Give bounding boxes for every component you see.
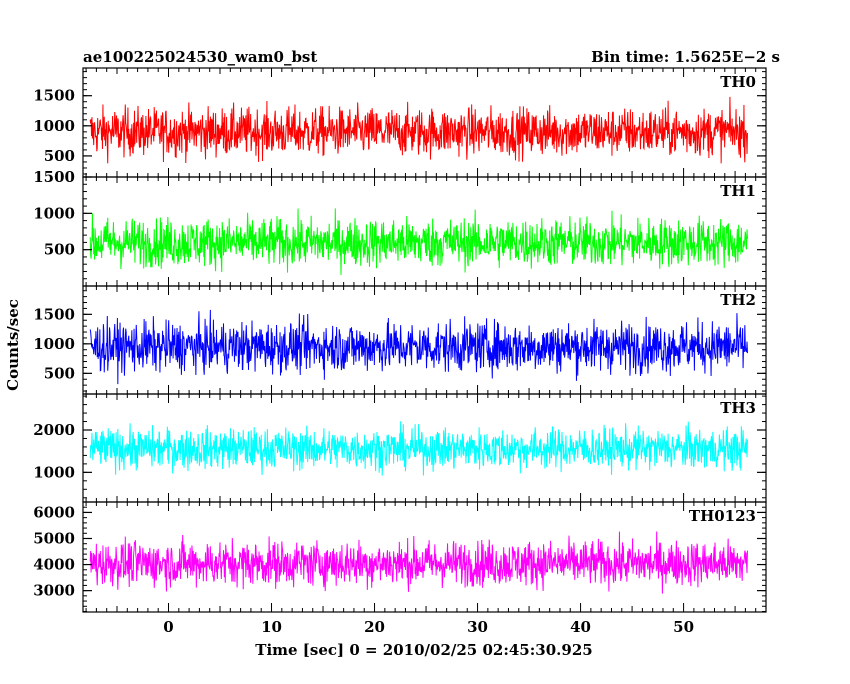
- y-tick-label: 1500: [33, 87, 75, 105]
- x-tick-label: 10: [261, 618, 282, 636]
- y-tick-label: 1000: [33, 335, 75, 353]
- y-tick-label: 500: [44, 241, 75, 259]
- y-tick-label: 3000: [33, 582, 75, 600]
- y-tick-label: 4000: [33, 556, 75, 574]
- y-axis-label: Counts/sec: [4, 299, 22, 391]
- panel-frame: [82, 501, 767, 613]
- y-tick-label: 1000: [33, 204, 75, 222]
- panel-th3: 1000 2000 TH3: [33, 393, 767, 503]
- x-axis-label: Time [sec] 0 = 2010/02/25 02:45:30.925: [255, 641, 592, 659]
- y-tick-label: 1500: [33, 305, 75, 323]
- y-tick-label: 500: [44, 147, 75, 165]
- y-tick-label: 1500: [33, 168, 75, 186]
- x-tick-label: 30: [467, 618, 488, 636]
- panel-label: TH1: [720, 182, 756, 200]
- panels: 500 1000 1500 TH0 500 1000 1500 TH1 500 1000 1500 T…: [33, 67, 767, 613]
- y-tick-label: 6000: [33, 503, 75, 521]
- series-th1: [89, 208, 748, 275]
- x-tick-label: 20: [364, 618, 385, 636]
- panel-th2: 500 1000 1500 TH2: [33, 285, 767, 395]
- series-th2: [89, 309, 748, 385]
- y-tick-label: 1000: [33, 117, 75, 135]
- panel-label: TH0: [720, 73, 756, 91]
- panel-label: TH3: [720, 399, 756, 417]
- y-tick-label: 1000: [33, 463, 75, 481]
- panel-label: TH0123: [689, 507, 756, 525]
- y-tick-label: 5000: [33, 529, 75, 547]
- bin-time-label: Bin time: 1.5625E−2 s: [591, 48, 780, 66]
- x-tick-label: 40: [570, 618, 591, 636]
- series-th0: [89, 96, 748, 164]
- chart-title: ae100225024530_wam0_bst: [83, 48, 317, 66]
- series-th3: [89, 421, 748, 476]
- x-tick-label: 50: [673, 618, 694, 636]
- series-th0123: [89, 531, 748, 594]
- y-tick-label: 500: [44, 364, 75, 382]
- x-axis: 0 10 20 30 40 50: [163, 618, 694, 636]
- x-tick-label: 0: [163, 618, 173, 636]
- panel-label: TH2: [720, 291, 756, 309]
- panel-th0123: 3000 4000 5000 6000 TH0123: [33, 501, 767, 613]
- y-tick-label: 2000: [33, 421, 75, 439]
